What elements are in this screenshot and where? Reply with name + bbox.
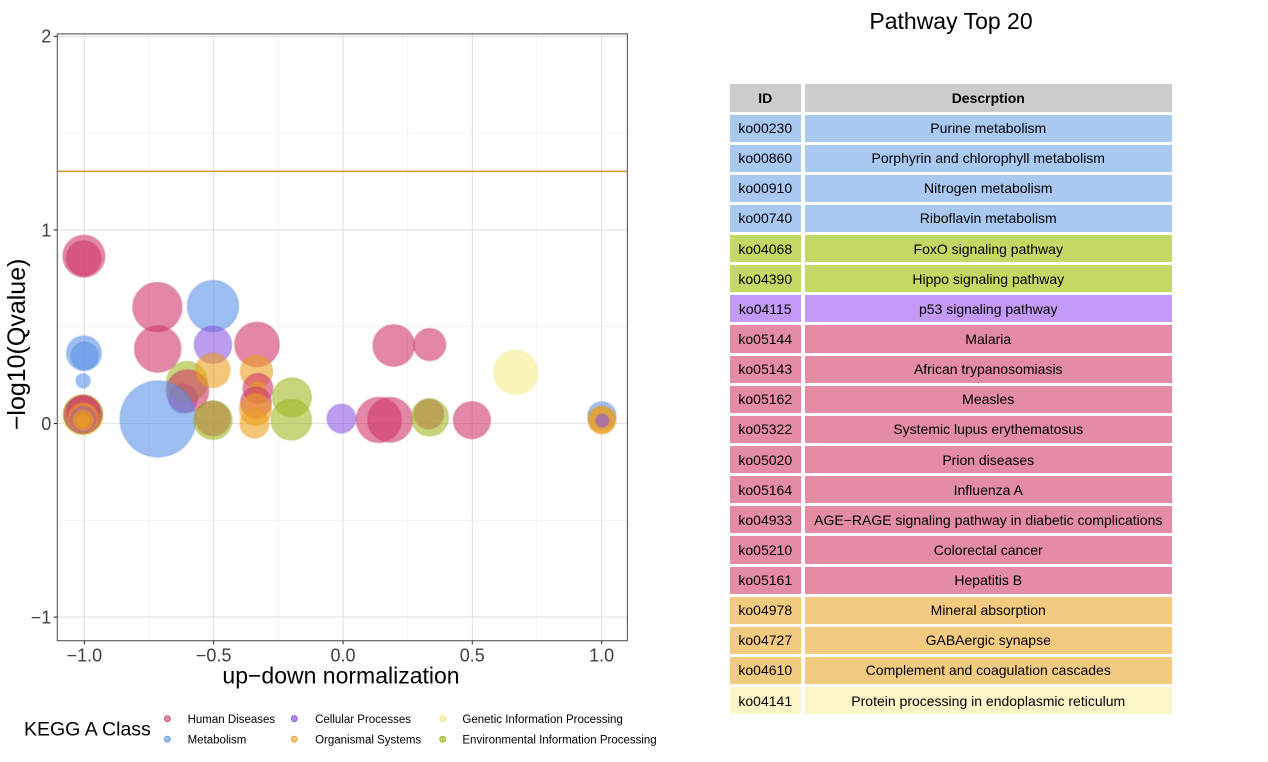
svg-text:0.5: 0.5 — [460, 646, 485, 666]
svg-text:Genetic Information Processing: Genetic Information Processing — [462, 714, 622, 726]
svg-text:0.0: 0.0 — [330, 646, 355, 666]
svg-text:−log10(Qvalue): −log10(Qvalue) — [3, 259, 31, 431]
svg-text:Human Diseases: Human Diseases — [188, 714, 276, 726]
svg-text:−1: −1 — [31, 608, 52, 628]
svg-text:up−down normalization: up−down normalization — [222, 663, 459, 689]
svg-text:1.0: 1.0 — [589, 646, 614, 666]
svg-text:Environmental Information Proc: Environmental Information Processing — [462, 734, 656, 746]
svg-text:−0.5: −0.5 — [196, 646, 232, 666]
svg-text:2: 2 — [41, 27, 51, 47]
svg-text:Metabolism: Metabolism — [188, 734, 247, 746]
svg-text:−1.0: −1.0 — [67, 646, 103, 666]
svg-text:1: 1 — [41, 220, 51, 240]
svg-text:KEGG A Class: KEGG A Class — [24, 719, 151, 741]
svg-text:0: 0 — [41, 414, 51, 434]
svg-text:Cellular Processes: Cellular Processes — [315, 714, 411, 726]
svg-text:Organismal Systems: Organismal Systems — [315, 734, 421, 746]
